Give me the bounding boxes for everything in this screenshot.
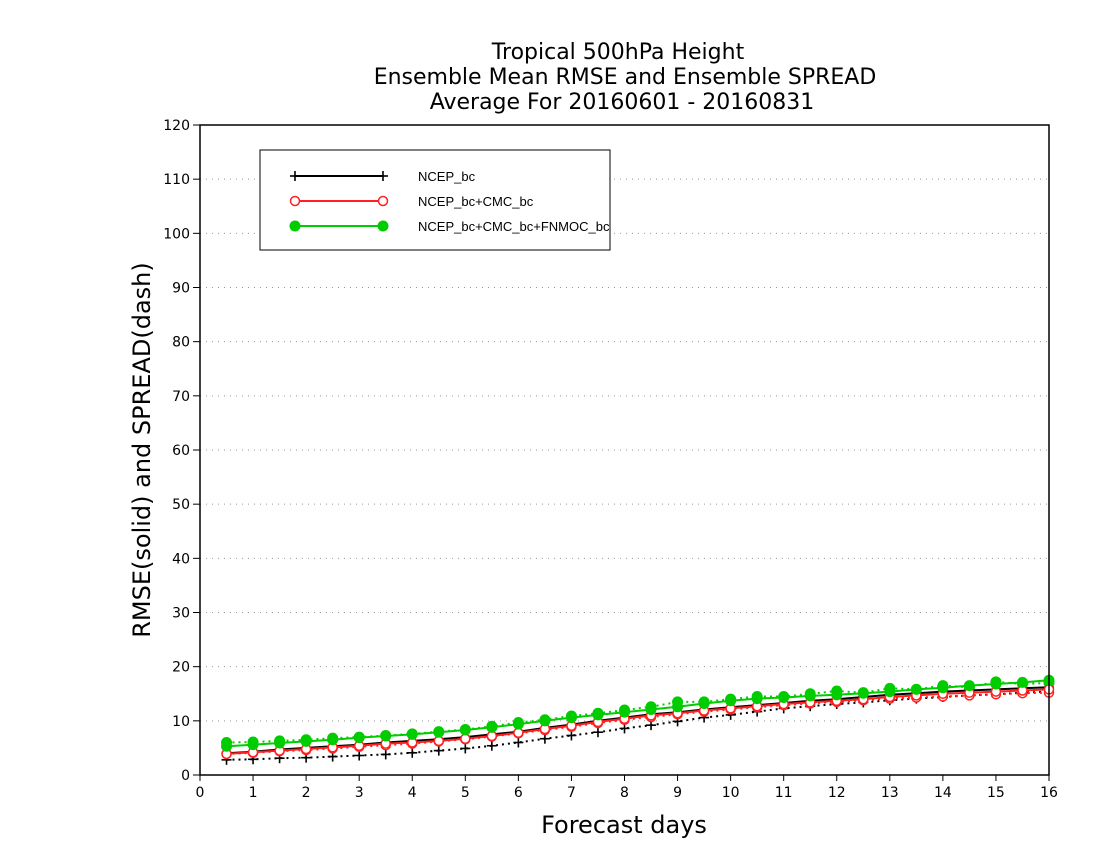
title-line-3: Average For 20160601 - 20160831	[430, 90, 815, 115]
series-spread-point	[592, 727, 603, 738]
y-tick-label: 30	[172, 606, 190, 622]
series-rmse-point	[672, 701, 684, 713]
x-tick-label: 15	[987, 785, 1005, 801]
series-rmse-point	[725, 695, 737, 707]
x-tick-label: 10	[722, 785, 740, 801]
y-tick-label: 110	[163, 172, 190, 188]
series-rmse-point	[486, 721, 498, 733]
series-rmse-point	[778, 692, 790, 704]
x-tick-label: 5	[461, 785, 470, 801]
series-rmse-point	[645, 703, 657, 715]
series-rmse-point	[910, 683, 922, 695]
y-tick-label: 40	[172, 551, 190, 567]
legend-marker	[378, 171, 388, 181]
series-rmse-point	[565, 712, 577, 724]
legend-marker	[377, 220, 389, 232]
series-rmse-point	[698, 698, 710, 709]
series-rmse-point	[460, 733, 471, 744]
y-tick-label: 60	[172, 443, 190, 459]
x-tick-label: 2	[302, 785, 311, 801]
series-spread-point	[460, 743, 471, 754]
title-line-2: Ensemble Mean RMSE and Ensemble SPREAD	[374, 65, 877, 90]
series-rmse-point	[459, 724, 471, 736]
x-tick-label: 14	[934, 785, 952, 801]
series-rmse-point	[221, 740, 233, 752]
y-tick-label: 80	[172, 335, 190, 351]
series-rmse-point	[990, 678, 1002, 690]
series-rmse-point	[539, 715, 551, 727]
x-tick-label: 4	[408, 785, 417, 801]
series-rmse-point	[963, 680, 975, 692]
x-tick-label: 3	[355, 785, 364, 801]
series-spread-point	[486, 740, 497, 751]
plot-area	[221, 674, 1055, 765]
y-tick-label: 0	[181, 768, 190, 784]
series-rmse-point	[300, 735, 312, 747]
legend-label: NCEP_bc	[418, 169, 476, 184]
legend-label: NCEP_bc+CMC_bc+FNMOC_bc	[418, 219, 610, 234]
series-rmse-point	[327, 734, 339, 746]
series-rmse-point	[884, 686, 896, 698]
series-rmse-point	[513, 727, 524, 738]
series-spread-point	[619, 723, 630, 734]
x-tick-label: 1	[249, 785, 258, 801]
y-tick-label: 20	[172, 660, 190, 676]
series-rmse-point	[406, 728, 418, 740]
series-spread-point	[513, 737, 524, 748]
series-rmse-point	[353, 732, 365, 744]
series-rmse-point	[433, 726, 445, 738]
series-spread-point	[407, 747, 418, 758]
x-tick-label: 16	[1040, 785, 1058, 801]
y-tick-label: 90	[172, 281, 190, 297]
legend-marker	[289, 195, 301, 207]
series-rmse-point	[857, 687, 869, 699]
series-rmse-point	[433, 735, 445, 747]
y-tick-label: 120	[163, 118, 190, 134]
series-rmse-point	[619, 706, 630, 718]
series-spread-point	[433, 745, 444, 756]
series-spread-point	[380, 749, 391, 760]
y-axis: 0 10 20 30 40 50 60 70 80 90 100 110 120	[163, 118, 200, 784]
legend-marker	[377, 195, 389, 207]
series-rmse-point	[512, 718, 524, 730]
series-rmse-point	[804, 690, 816, 702]
series-rmse-point	[380, 730, 392, 742]
legend-marker	[290, 171, 300, 181]
series-rmse-point	[831, 689, 843, 701]
x-axis-label: Forecast days	[541, 811, 707, 839]
x-tick-label: 9	[673, 785, 682, 801]
series-spread-point	[354, 750, 365, 761]
series-rmse-point	[247, 739, 259, 751]
series-rmse-point	[274, 737, 286, 749]
legend-label: NCEP_bc+CMC_bc	[418, 194, 534, 209]
series-spread-point	[566, 730, 577, 741]
x-tick-label: 6	[514, 785, 523, 801]
series-rmse-point	[1016, 676, 1028, 688]
legend-marker	[289, 220, 301, 232]
y-axis-label: RMSE(solid) and SPREAD(dash)	[128, 262, 156, 638]
y-tick-label: 70	[172, 389, 190, 405]
y-tick-label: 100	[163, 226, 190, 242]
series-rmse-point	[937, 682, 949, 694]
x-axis: 0 1 2 3 4 5 6 7 8 9 10 11 12 13 14 15 16	[196, 775, 1058, 801]
legend: NCEP_bc NCEP_bc+CMC_bc NCEP_bc+CMC_bc+FNMO…	[259, 149, 611, 251]
x-tick-label: 12	[828, 785, 846, 801]
chart-title: Tropical 500hPa Height Ensemble Mean RMS…	[374, 40, 877, 115]
x-tick-label: 13	[881, 785, 899, 801]
series-rmse-point	[592, 709, 604, 721]
series-rmse-point	[486, 730, 498, 742]
plot-frame	[199, 124, 1050, 776]
x-tick-label: 7	[567, 785, 576, 801]
series-spread-point	[539, 733, 550, 744]
title-line-1: Tropical 500hPa Height	[491, 40, 745, 65]
y-tick-label: 50	[172, 497, 190, 513]
x-tick-label: 11	[775, 785, 793, 801]
y-tick-label: 10	[172, 714, 190, 730]
x-tick-label: 0	[196, 785, 205, 801]
series-rmse-point	[751, 693, 763, 705]
x-tick-label: 8	[620, 785, 629, 801]
